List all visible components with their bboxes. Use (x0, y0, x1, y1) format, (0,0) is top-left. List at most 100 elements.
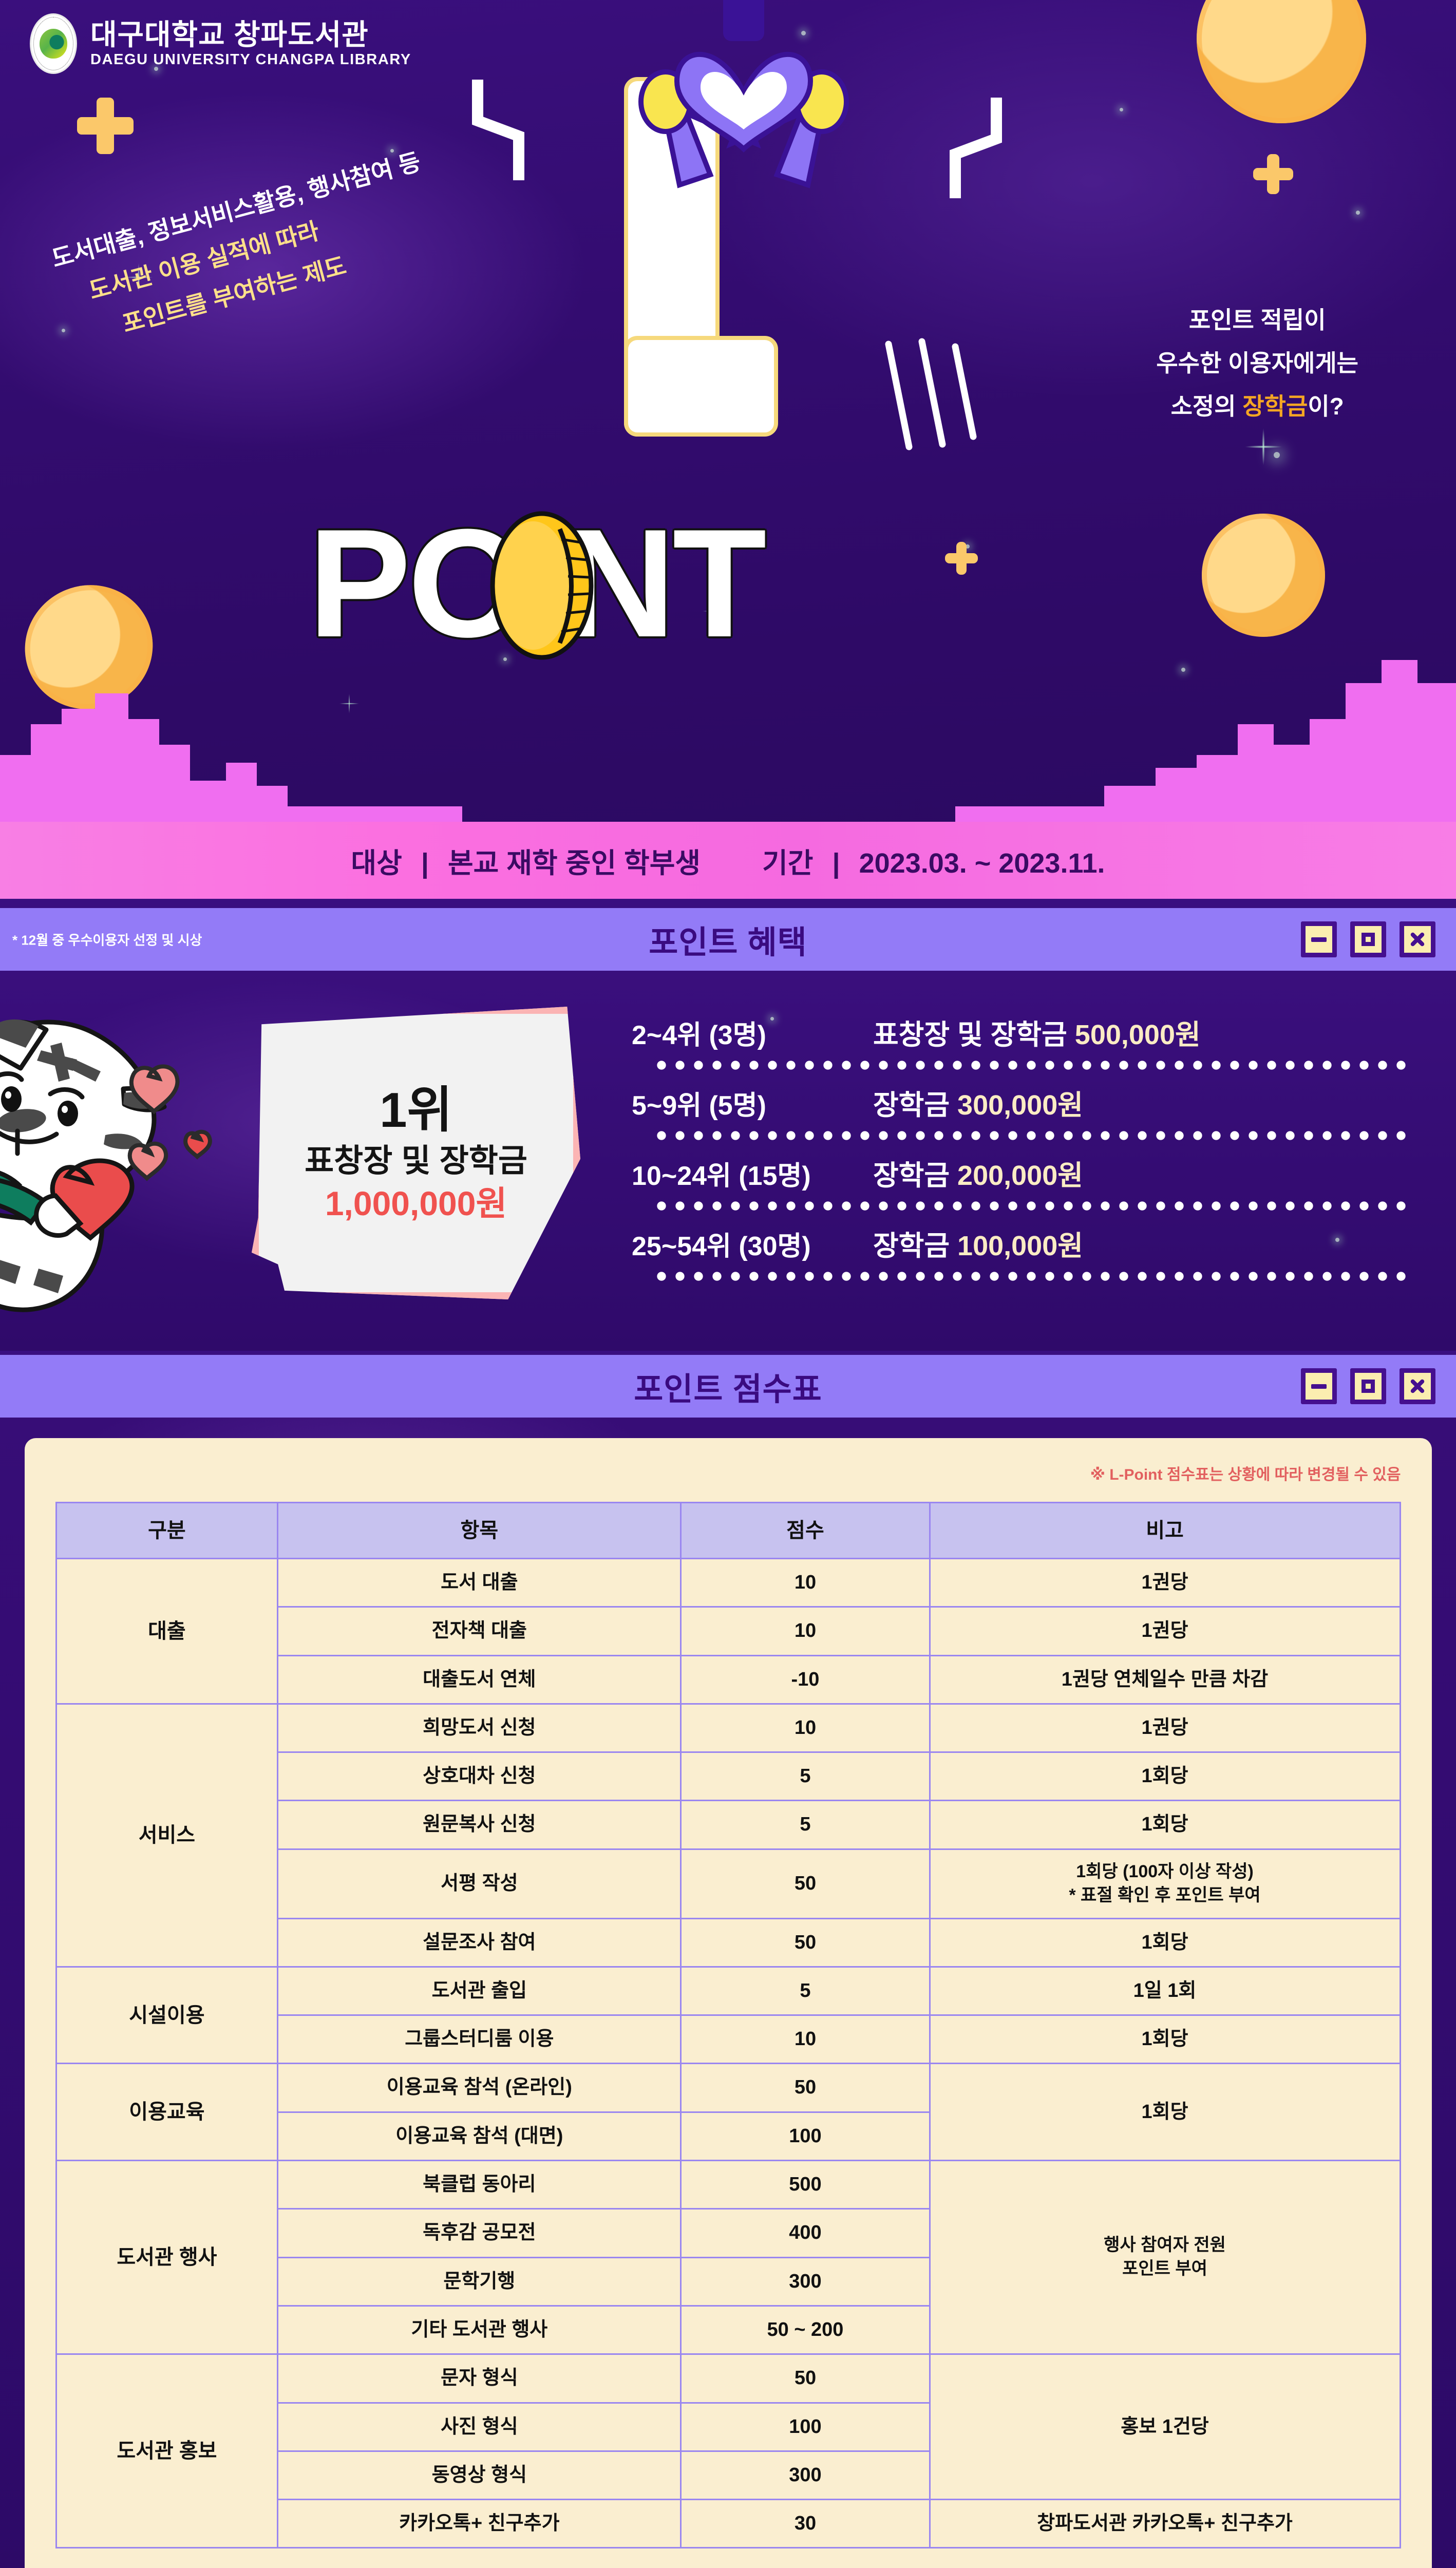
cell-item: 도서 대출 (277, 1557, 682, 1608)
tier-who: 2~4위 (3명) (632, 1021, 766, 1050)
cell-note: 1회당 (100자 이상 작성) * 표절 확인 후 포인트 부여 (929, 1848, 1401, 1919)
tier-what: 장학금 200,000원 (873, 1153, 1412, 1193)
tier-who: 10~24위 (15명) (632, 1161, 811, 1191)
table-row: 이용교육 이용교육 참석 (온라인) 50 1회당 (55, 2063, 1401, 2162)
cell-score: 50 (680, 1917, 931, 1968)
close-button[interactable] (1400, 1368, 1435, 1404)
brand-english-name: DAEGU UNIVERSITY CHANGPA LIBRARY (90, 51, 411, 68)
cell-item: 도서관 출입 (277, 1966, 682, 2016)
cell-item: 동영상 형식 (277, 2450, 682, 2501)
hero-desc-right-prefix: 소정의 (1170, 393, 1243, 420)
plus-decor-left (77, 98, 134, 154)
cell-item: 원문복사 신청 (277, 1800, 682, 1850)
maximize-icon (1362, 933, 1375, 946)
cell-score: 400 (680, 2208, 931, 2258)
minimize-button[interactable] (1301, 921, 1337, 957)
table-row: 동영상 형식 300 (56, 2450, 1400, 2501)
tier-amount: 100,000원 (957, 1231, 1083, 1261)
cell-score: 50 ~ 200 (680, 2305, 931, 2355)
tier-who: 25~54위 (30명) (632, 1232, 811, 1261)
coin-mid-right (1185, 497, 1341, 653)
close-button[interactable] (1400, 921, 1435, 957)
table-row: 독후감 공모전 400 (56, 2208, 1400, 2258)
cell-note: 행사 참여자 전원 포인트 부여 (929, 2160, 1401, 2355)
cell-item: 상호대차 신청 (277, 1751, 682, 1802)
table-row: 그룹스터디룸 이용 10 1회당 (56, 2014, 1401, 2065)
cell-score: 50 (680, 2063, 931, 2113)
tier-amount: 500,000원 (1074, 1019, 1201, 1050)
cell-note: 1회당 (929, 2063, 1401, 2162)
zigzag-decor-right (950, 98, 1002, 198)
close-icon (1409, 1377, 1426, 1395)
benefits-window-controls[interactable] (1301, 921, 1435, 957)
table-row: 사진 형식 100 (56, 2402, 1400, 2452)
cell-score: 300 (680, 2450, 931, 2501)
tier-amount: 300,000원 (957, 1090, 1083, 1121)
tier-divider-dots (652, 1059, 1412, 1072)
cell-item: 대출도서 연체 (277, 1654, 682, 1705)
score-card: ※ L-Point 점수표는 상황에 따라 변경될 수 있음 구분 항목 점수 … (24, 1438, 1432, 2568)
minimize-button[interactable] (1301, 1368, 1337, 1404)
banner-separator-2: | (832, 847, 840, 879)
cell-item: 희망도서 신청 (277, 1703, 682, 1753)
cell-score: 10 (680, 2014, 931, 2065)
score-disclaimer: ※ L-Point 점수표는 상황에 따라 변경될 수 있음 (1090, 1466, 1401, 1483)
cell-note: 1회당 (929, 1751, 1401, 1802)
table-row: 원문복사 신청 5 1회당 (56, 1800, 1401, 1850)
cell-category: 서비스 (55, 1703, 279, 1968)
banner-target-label: 대상 (351, 847, 402, 879)
hero-desc-right-tail: 이? (1308, 393, 1344, 420)
university-seal-icon (30, 13, 77, 74)
banner-target-value: 본교 재학 중인 학부생 (447, 847, 701, 879)
cell-score: 300 (680, 2256, 931, 2307)
hero-section: 대구대학교 창파도서관 DAEGU UNIVERSITY CHANGPA LIB… (0, 0, 1456, 904)
minimize-icon (1311, 937, 1327, 942)
maximize-button[interactable] (1350, 921, 1386, 957)
tier-amount: 200,000원 (957, 1160, 1083, 1191)
benefits-header-title: 포인트 혜택 (649, 925, 807, 960)
table-row: 문학기행 300 (56, 2256, 1400, 2307)
cell-score: 500 (680, 2160, 931, 2210)
brand-lockup: 대구대학교 창파도서관 DAEGU UNIVERSITY CHANGPA LIB… (30, 13, 411, 74)
hero-desc-right-line-1: 포인트 적립이 (1188, 307, 1326, 333)
cell-item: 이용교육 참석 (온라인) (277, 2063, 682, 2113)
banner-period-label: 기간 (762, 847, 814, 879)
cell-item: 서평 작성 (277, 1848, 682, 1919)
cell-item: 설문조사 참여 (277, 1917, 682, 1968)
tier-prefix: 표창장 및 장학금 (873, 1019, 1075, 1050)
table-row: 서비스 희망도서 신청 10 1권당 (55, 1703, 1401, 1968)
tier-row: 10~24위 (15명) 장학금 200,000원 (632, 1151, 1412, 1193)
cell-item: 북클럽 동아리 (277, 2160, 682, 2210)
benefit-tier-list: 2~4위 (3명) 표창장 및 장학금 500,000원 5~9위 (5명) 장… (632, 1011, 1412, 1292)
table-row: 시설이용 도서관 출입 5 1일 1회 (55, 1966, 1401, 2065)
table-row: 기타 도서관 행사 50 ~ 200 (56, 2305, 1400, 2355)
cell-score: 5 (680, 1800, 931, 1850)
table-row: 대출 도서 대출 10 1권당 (55, 1557, 1401, 1705)
table-row: 대출도서 연체 -10 1권당 연체일수 만큼 차감 (56, 1654, 1401, 1705)
cell-note: 1회당 (929, 1800, 1401, 1850)
cell-note: 1일 1회 (929, 1966, 1401, 2016)
cell-note: 1회당 (929, 2014, 1401, 2065)
table-header-row: 구분 항목 점수 비고 (55, 1502, 1401, 1559)
score-window-controls[interactable] (1301, 1368, 1435, 1404)
table-row: 도서관 행사 북클럽 동아리 500 행사 참여자 전원 포인트 부여 (55, 2160, 1401, 2355)
table-row: 상호대차 신청 5 1회당 (56, 1751, 1401, 1802)
tier-row: 5~9위 (5명) 장학금 300,000원 (632, 1081, 1412, 1123)
hero-info-banner: 대상 | 본교 재학 중인 학부생 기간 | 2023.03. ~ 2023.1… (0, 822, 1456, 904)
brand-korean-name: 대구대학교 창파도서관 (90, 18, 369, 51)
maximize-icon (1362, 1380, 1375, 1393)
tier-what: 표창장 및 장학금 500,000원 (873, 1012, 1412, 1052)
speed-lines-decor (885, 338, 977, 450)
score-header-title: 포인트 점수표 (634, 1372, 822, 1407)
benefits-section-header: * 12월 중 우수이용자 선정 및 시상 포인트 혜택 (0, 904, 1456, 971)
cell-item: 카카오톡+ 친구추가 (277, 2499, 682, 2549)
hero-desc-right-highlight: 장학금 (1242, 393, 1308, 420)
cell-score: 30 (680, 2499, 931, 2549)
cell-score: 10 (680, 1557, 931, 1608)
cell-note: 홍보 1건당 (929, 2353, 1401, 2501)
maximize-button[interactable] (1350, 1368, 1386, 1404)
tier-prefix: 장학금 (873, 1160, 958, 1191)
cell-score: 50 (680, 2353, 931, 2404)
table-row: 도서관 홍보 문자 형식 50 홍보 1건당 (55, 2353, 1401, 2549)
first-place-bubble: 1위 표창장 및 장학금 1,000,000원 (252, 1007, 580, 1299)
